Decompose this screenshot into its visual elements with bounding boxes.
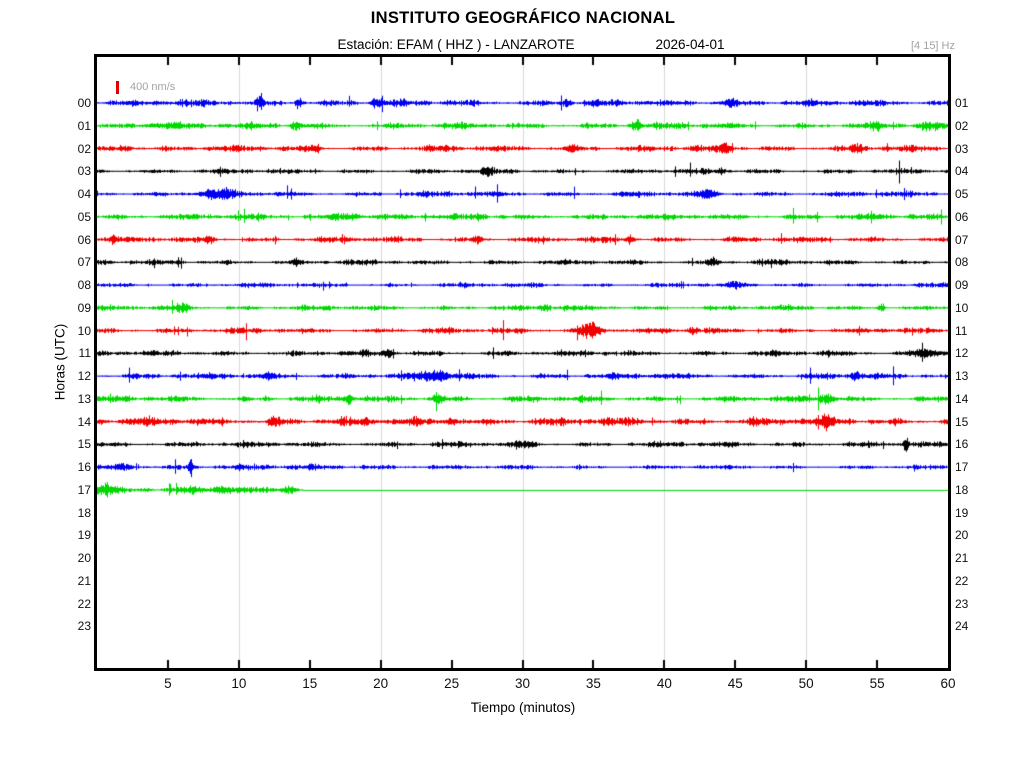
hour-label-left-22: 22 [77,596,91,611]
hour-label-left-10: 10 [77,323,91,338]
hour-label-right-15: 15 [955,414,969,429]
hour-label-left-13: 13 [77,391,91,406]
hour-label-left-23: 23 [77,619,91,634]
hour-label-right-04: 04 [955,164,969,179]
date-label: 2026-04-01 [655,37,725,52]
hour-label-left-18: 18 [77,505,91,520]
hour-label-left-00: 00 [77,96,91,110]
hour-label-left-17: 17 [77,482,91,497]
amplitude-scale-bar-icon [116,81,119,94]
hour-label-left-04: 04 [77,187,91,202]
hour-label-right-22: 22 [955,573,969,588]
x-tick-label-5: 5 [164,676,172,691]
hour-label-left-16: 16 [77,460,91,475]
x-tick-label-20: 20 [373,676,389,691]
hour-label-right-08: 08 [955,255,969,270]
hour-label-right-10: 10 [955,300,969,315]
hour-label-left-15: 15 [77,437,91,452]
x-tick-label-15: 15 [302,676,318,691]
hour-label-right-16: 16 [955,437,969,452]
x-tick-label-10: 10 [231,676,247,691]
page-title: INSTITUTO GEOGRÁFICO NACIONAL [370,9,676,27]
x-tick-label-50: 50 [798,676,814,691]
hour-label-right-24: 24 [955,619,969,634]
hour-label-right-23: 23 [955,596,969,611]
hour-label-left-14: 14 [77,414,91,429]
hour-label-left-01: 01 [77,118,91,133]
hour-label-left-19: 19 [77,528,91,543]
hour-label-right-02: 02 [955,118,969,133]
hour-label-left-09: 09 [77,300,91,315]
x-tick-label-55: 55 [869,676,885,691]
hour-label-right-17: 17 [955,460,969,475]
hour-label-left-07: 07 [77,255,91,270]
hour-label-right-06: 06 [955,209,969,224]
y-axis-label: Horas (UTC) [52,323,68,401]
hour-label-left-05: 05 [77,209,91,224]
hour-label-left-08: 08 [77,278,91,293]
hour-label-left-11: 11 [78,346,91,361]
hour-label-left-02: 02 [77,141,91,156]
hour-label-right-21: 21 [955,551,969,566]
filter-band-label: [4 15] Hz [910,40,955,52]
hour-label-right-09: 09 [955,278,969,293]
hour-label-right-01: 01 [955,96,969,110]
hour-label-right-13: 13 [955,369,969,384]
station-subtitle: Estación: EFAM ( HHZ ) - LANZAROTE [337,37,575,52]
hour-label-right-03: 03 [955,141,969,156]
amplitude-scale-label: 400 nm/s [130,81,176,93]
hour-label-left-03: 03 [77,164,91,179]
hour-label-right-12: 12 [955,346,969,361]
x-tick-label-30: 30 [514,676,531,691]
x-tick-label-25: 25 [444,676,460,691]
seismogram-trace-canvas [97,57,948,668]
hour-label-right-14: 14 [955,391,969,406]
hour-label-left-20: 20 [77,551,91,566]
x-tick-label-45: 45 [727,676,743,691]
x-tick-label-35: 35 [585,676,601,691]
hour-label-right-20: 20 [955,528,969,543]
plot-frame: 400 nm/s [94,54,951,671]
hour-label-left-12: 12 [77,369,91,384]
x-tick-label-60: 60 [940,676,956,691]
hour-label-right-05: 05 [955,187,969,202]
hour-label-right-07: 07 [955,232,969,247]
x-tick-label-40: 40 [656,676,672,691]
hour-label-right-11: 11 [955,323,968,338]
x-axis-label: Tiempo (minutos) [470,700,576,715]
hour-label-left-06: 06 [77,232,91,247]
hour-label-left-21: 21 [77,573,91,588]
hour-label-right-18: 18 [955,482,969,497]
hour-label-right-19: 19 [955,505,969,520]
